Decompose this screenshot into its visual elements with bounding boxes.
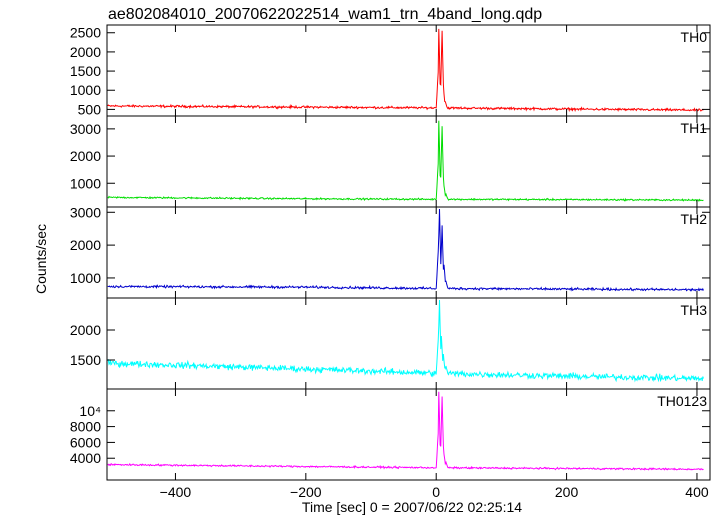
- series-line-th2: [107, 208, 704, 292]
- panel-label-th1: TH1: [681, 120, 708, 136]
- panel-frame: [106, 24, 711, 117]
- series-line-th3: [107, 299, 704, 383]
- y-tick-label: 2000: [70, 148, 101, 164]
- y-tick-label: 1000: [70, 270, 101, 286]
- y-tick-label: 2000: [70, 44, 101, 60]
- panel-label-th0123: TH0123: [657, 393, 707, 409]
- y-tick-label: 4000: [70, 450, 101, 466]
- series-line-th0: [107, 28, 704, 113]
- y-tick-label: 6000: [70, 434, 101, 450]
- panel-th3: 1500 2000 TH3: [70, 297, 711, 390]
- chart-title: ae802084010_20070622022514_wam1_trn_4ban…: [108, 6, 542, 23]
- panel-th2: 1000 2000 3000 TH2: [70, 204, 711, 299]
- panel-th1: 1000 2000 3000 TH1: [70, 115, 711, 208]
- y-tick-label: 2000: [70, 237, 101, 253]
- series-line-th1: [107, 120, 704, 202]
- y-axis-label: Counts/sec: [33, 224, 49, 294]
- panel-label-th3: TH3: [681, 302, 708, 318]
- y-tick-label: 1000: [70, 175, 101, 191]
- x-axis-label: Time [sec] 0 = 2007/06/22 02:25:14: [302, 499, 522, 515]
- y-tick-label: 3000: [70, 204, 101, 220]
- y-tick-label: 500: [78, 101, 102, 117]
- x-tick-label: −400: [160, 484, 192, 500]
- panel-th0: 500 1000 1500 2000 2500 TH0: [70, 24, 711, 117]
- y-tick-label: 1500: [70, 352, 101, 368]
- y-tick-label: 2000: [70, 322, 101, 338]
- x-tick-label: 0: [432, 484, 440, 500]
- x-tick-label: 200: [555, 484, 579, 500]
- y-tick-label: 10⁴: [79, 403, 101, 419]
- panel-frame: [106, 115, 711, 208]
- panel-frame: [106, 297, 711, 390]
- x-tick-label: −200: [290, 484, 322, 500]
- panel-frame: [106, 388, 711, 481]
- x-tick-label: 400: [685, 484, 709, 500]
- y-tick-label: 8000: [70, 419, 101, 435]
- panel-label-th2: TH2: [681, 211, 708, 227]
- panel-frame: [106, 206, 711, 299]
- y-tick-label: 2500: [70, 25, 101, 41]
- series-line-th0123: [107, 391, 704, 471]
- y-tick-label: 1500: [70, 63, 101, 79]
- y-tick-label: 3000: [70, 121, 101, 137]
- y-tick-label: 1000: [70, 82, 101, 98]
- panel-label-th0: TH0: [681, 29, 708, 45]
